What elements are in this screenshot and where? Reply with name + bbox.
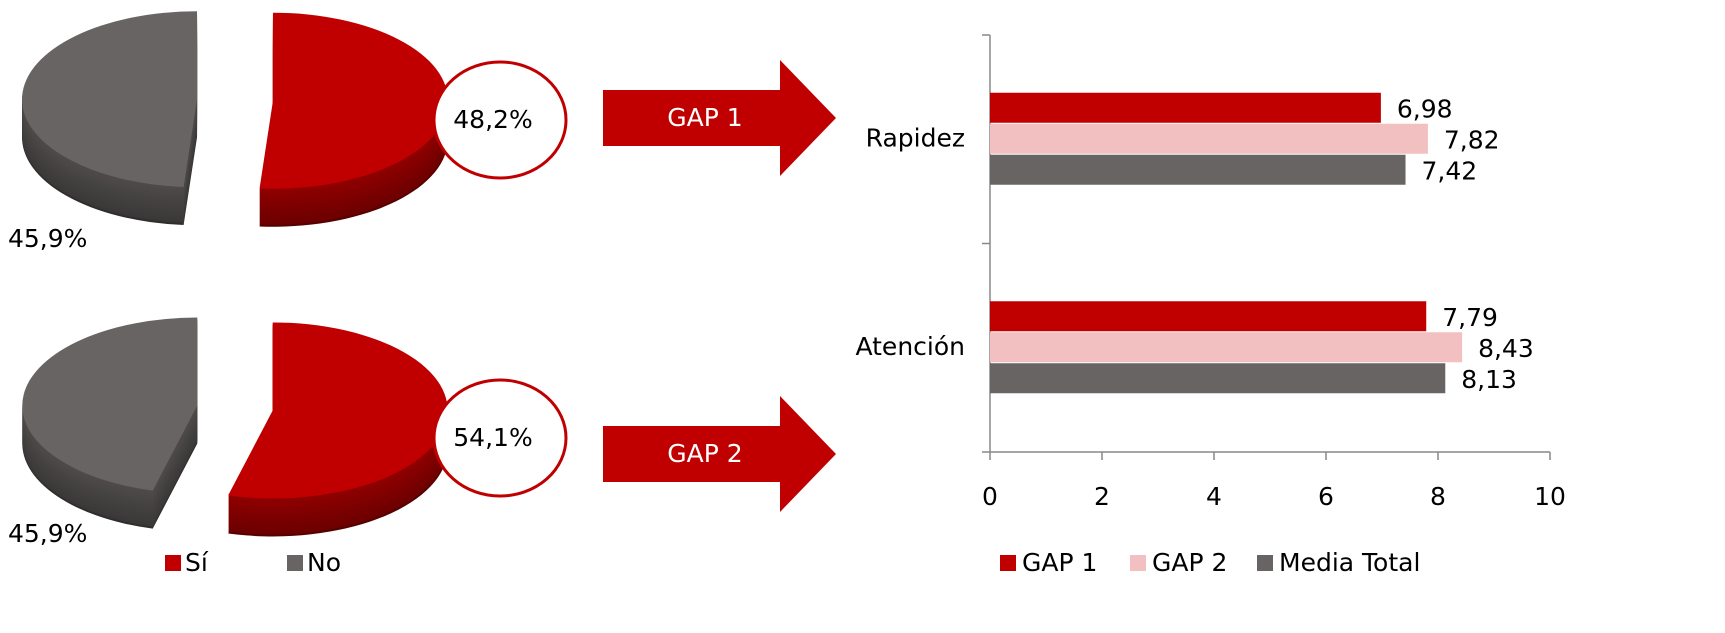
legend-label: Sí — [185, 548, 209, 577]
x-tick-label: 10 — [1534, 482, 1566, 511]
legend-label: GAP 1 — [1022, 548, 1097, 577]
bar — [990, 363, 1446, 394]
x-tick-label: 0 — [982, 482, 998, 511]
legend-swatch — [1000, 555, 1016, 571]
pie-slice — [22, 317, 198, 491]
bar-value-label: 7,79 — [1442, 303, 1498, 332]
pie-slice — [259, 12, 448, 189]
pie-value-label: 48,2% — [453, 105, 532, 134]
bar — [990, 301, 1427, 332]
legend-label: Media Total — [1279, 548, 1420, 577]
legend-label: GAP 2 — [1152, 548, 1227, 577]
bar — [990, 92, 1381, 123]
arrow — [603, 396, 836, 512]
x-tick-label: 4 — [1206, 482, 1222, 511]
arrow — [603, 60, 836, 176]
arrow-label: GAP 1 — [667, 103, 742, 132]
x-tick-label: 8 — [1430, 482, 1446, 511]
pie-slice — [22, 11, 198, 188]
pie-slice — [228, 322, 448, 499]
legend-swatch — [1130, 555, 1146, 571]
legend-label: No — [307, 548, 341, 577]
bar-value-label: 7,42 — [1422, 156, 1478, 185]
bar — [990, 332, 1463, 363]
pie-value-label: 45,9% — [8, 224, 87, 253]
x-tick-label: 6 — [1318, 482, 1334, 511]
bar — [990, 154, 1406, 185]
callout-circle — [432, 60, 568, 180]
y-tick-label: Atención — [855, 332, 965, 361]
y-tick-label: Rapidez — [866, 123, 965, 152]
bar-value-label: 8,43 — [1478, 334, 1534, 363]
pie-value-label: 54,1% — [453, 423, 532, 452]
legend-swatch — [1257, 555, 1273, 571]
legend-swatch — [165, 555, 181, 571]
bar — [990, 123, 1428, 154]
arrow-label: GAP 2 — [667, 439, 742, 468]
bar-value-label: 6,98 — [1397, 94, 1453, 123]
x-tick-label: 2 — [1094, 482, 1110, 511]
callout-circle — [432, 378, 568, 498]
bar-value-label: 8,13 — [1461, 365, 1517, 394]
legend-swatch — [287, 555, 303, 571]
pie-value-label: 45,9% — [8, 519, 87, 548]
bar-value-label: 7,82 — [1444, 125, 1500, 154]
